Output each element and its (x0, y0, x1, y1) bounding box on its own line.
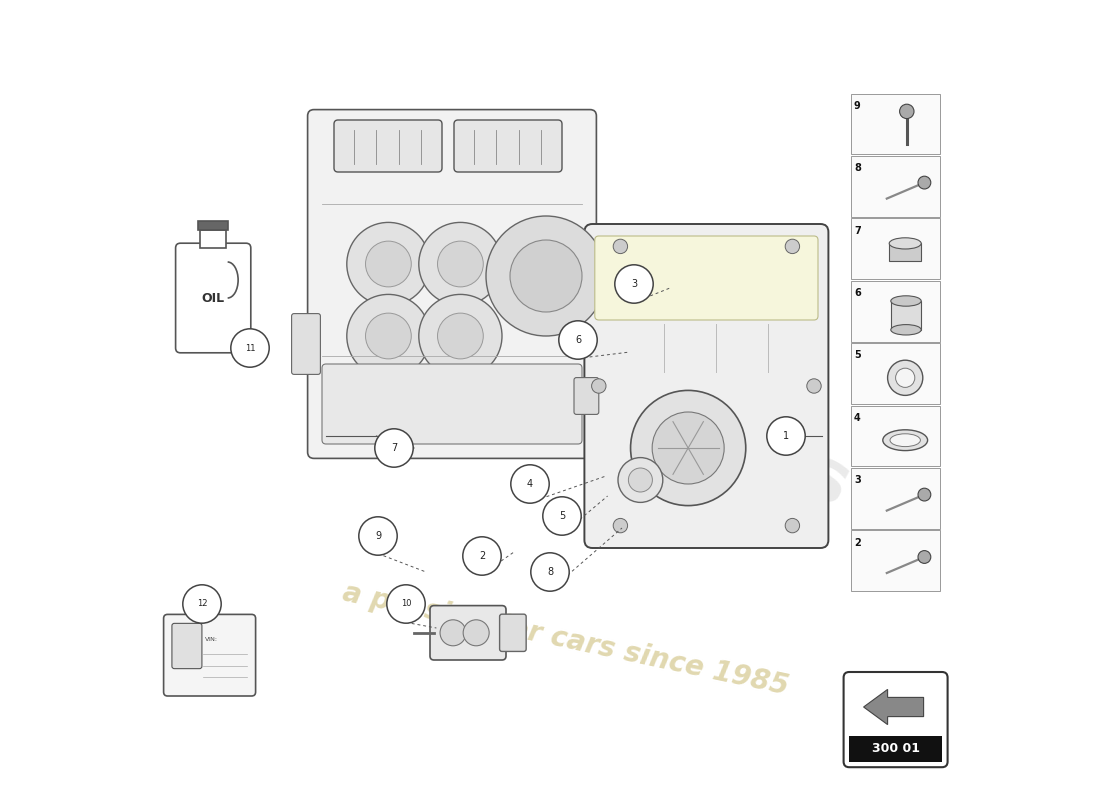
Circle shape (542, 497, 581, 535)
Text: OIL: OIL (201, 291, 224, 305)
Circle shape (463, 537, 502, 575)
Text: 9: 9 (854, 101, 860, 110)
Circle shape (559, 321, 597, 359)
Circle shape (375, 429, 414, 467)
FancyBboxPatch shape (499, 614, 526, 651)
Circle shape (767, 417, 805, 455)
Text: 300 01: 300 01 (871, 742, 920, 755)
Circle shape (785, 518, 800, 533)
Text: 6: 6 (575, 335, 581, 345)
Circle shape (419, 222, 502, 306)
Bar (850, 156, 940, 217)
FancyBboxPatch shape (164, 614, 255, 696)
FancyBboxPatch shape (844, 672, 947, 767)
Text: 3: 3 (631, 279, 637, 289)
Circle shape (438, 313, 483, 359)
Circle shape (888, 360, 923, 395)
Circle shape (618, 458, 663, 502)
Circle shape (510, 465, 549, 503)
Ellipse shape (889, 238, 921, 249)
FancyBboxPatch shape (574, 378, 598, 414)
Circle shape (615, 265, 653, 303)
Bar (850, 343, 940, 404)
Circle shape (613, 239, 628, 254)
Text: 12: 12 (197, 599, 207, 609)
Circle shape (531, 553, 569, 591)
FancyBboxPatch shape (172, 623, 202, 669)
Text: 4: 4 (527, 479, 534, 489)
Circle shape (785, 239, 800, 254)
FancyBboxPatch shape (584, 224, 828, 548)
Circle shape (806, 378, 822, 393)
Ellipse shape (891, 325, 921, 335)
Circle shape (183, 585, 221, 623)
Circle shape (652, 412, 724, 484)
Circle shape (346, 222, 430, 306)
Text: 7: 7 (854, 226, 860, 235)
Circle shape (510, 240, 582, 312)
FancyBboxPatch shape (176, 243, 251, 353)
Circle shape (900, 104, 914, 118)
Text: 8: 8 (547, 567, 553, 577)
Text: 4: 4 (854, 413, 860, 422)
Text: 2: 2 (854, 538, 860, 547)
FancyBboxPatch shape (595, 236, 818, 320)
Circle shape (630, 390, 746, 506)
Text: eurocarparts: eurocarparts (365, 214, 862, 522)
Text: 6: 6 (854, 288, 860, 298)
Bar (889, 243, 921, 261)
FancyBboxPatch shape (292, 314, 320, 374)
Bar (850, 218, 940, 279)
Text: 2: 2 (478, 551, 485, 561)
Text: 1: 1 (783, 431, 789, 441)
Polygon shape (864, 690, 924, 725)
Text: a passion for cars since 1985: a passion for cars since 1985 (340, 579, 792, 701)
Circle shape (918, 488, 931, 501)
Circle shape (918, 176, 931, 189)
Bar (200, 230, 227, 248)
Bar (850, 406, 940, 466)
Text: 8: 8 (854, 163, 861, 173)
FancyBboxPatch shape (322, 364, 582, 444)
Text: 10: 10 (400, 599, 411, 609)
Text: 5: 5 (559, 511, 565, 521)
Text: VIN:: VIN: (206, 637, 219, 642)
Text: 11: 11 (244, 343, 255, 353)
FancyBboxPatch shape (334, 120, 442, 172)
Circle shape (895, 368, 915, 387)
Circle shape (346, 294, 430, 378)
Text: 7: 7 (390, 443, 397, 453)
Bar (850, 530, 940, 591)
Circle shape (592, 378, 606, 393)
Bar (891, 301, 921, 330)
Bar (849, 736, 942, 762)
Circle shape (486, 216, 606, 336)
Circle shape (387, 585, 426, 623)
Circle shape (613, 518, 628, 533)
Ellipse shape (883, 430, 927, 450)
Circle shape (419, 294, 502, 378)
Circle shape (359, 517, 397, 555)
Text: 3: 3 (854, 475, 860, 485)
Circle shape (463, 620, 490, 646)
Text: 5: 5 (854, 350, 860, 360)
Circle shape (628, 468, 652, 492)
FancyBboxPatch shape (430, 606, 506, 660)
FancyBboxPatch shape (454, 120, 562, 172)
Bar (850, 468, 940, 529)
Text: 9: 9 (375, 531, 381, 541)
Bar (850, 94, 940, 154)
Bar (850, 281, 940, 342)
Circle shape (365, 313, 411, 359)
FancyBboxPatch shape (308, 110, 596, 458)
Bar (198, 221, 229, 230)
Circle shape (231, 329, 270, 367)
Circle shape (438, 241, 483, 287)
Ellipse shape (890, 434, 921, 446)
Circle shape (440, 620, 466, 646)
Ellipse shape (891, 296, 921, 306)
Circle shape (365, 241, 411, 287)
Circle shape (918, 550, 931, 563)
